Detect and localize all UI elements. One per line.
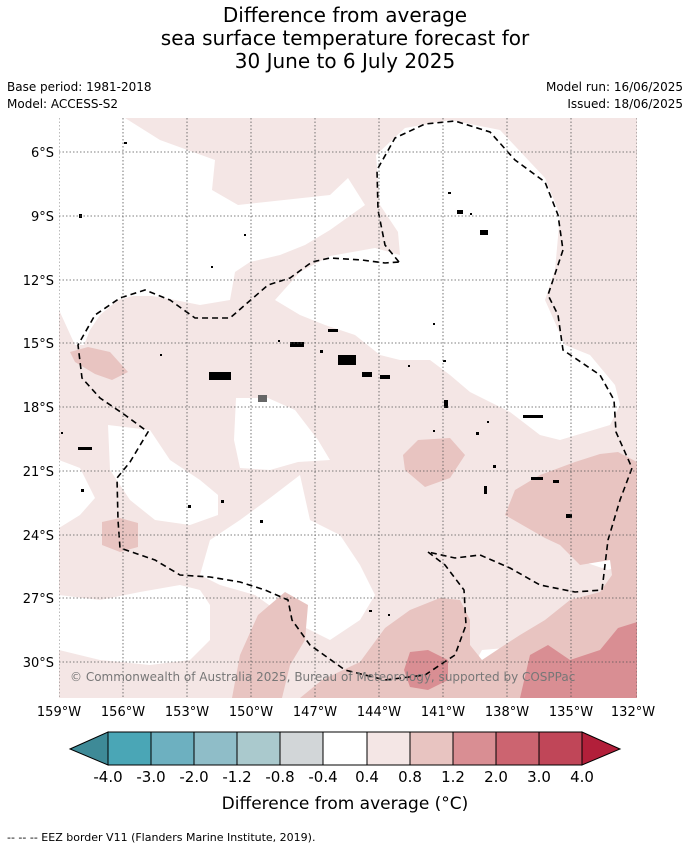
colorbar-low-extension xyxy=(68,731,109,766)
lon-tick-label: 153°W xyxy=(165,705,209,720)
colorbar-segment xyxy=(538,731,583,766)
island-markers xyxy=(61,142,572,616)
lat-tick-label: 6°S xyxy=(31,146,54,161)
lat-tick-label: 12°S xyxy=(23,274,54,289)
lat-tick-label: 9°S xyxy=(31,210,54,225)
title-line-3: 30 June to 6 July 2025 xyxy=(234,49,456,73)
colorbar-tick-label: 2.0 xyxy=(484,768,508,786)
colorbar-high-extension xyxy=(581,731,622,766)
colorbar-tick-label: 0.8 xyxy=(398,768,422,786)
anomaly-region-south-spot xyxy=(404,650,448,690)
base-period-label: Base period: 1981-2018 xyxy=(7,80,152,94)
graticule xyxy=(59,118,637,698)
lat-tick-label: 15°S xyxy=(23,337,54,352)
anomaly-region-southeast xyxy=(300,452,637,698)
anomaly-region-se-warm xyxy=(520,622,637,698)
neutral-region-nw xyxy=(59,118,365,345)
colorbar-segment xyxy=(409,731,454,766)
neutral-region-west-2 xyxy=(108,425,218,525)
lat-tick-label: 21°S xyxy=(23,465,54,480)
colorbar-tick-label: -1.2 xyxy=(222,768,251,786)
lat-tick-label: 30°S xyxy=(23,656,54,671)
colorbar-tick-label: -4.0 xyxy=(93,768,122,786)
copyright-notice: © Commonwealth of Australia 2025, Bureau… xyxy=(70,670,575,684)
colorbar-tick-label: -0.8 xyxy=(265,768,294,786)
issued-label: Issued: 18/06/2025 xyxy=(567,97,683,111)
colorbar-tick-label: -2.0 xyxy=(179,768,208,786)
lat-tick-label: 18°S xyxy=(23,401,54,416)
colorbar-segment xyxy=(107,731,152,766)
colorbar-title: Difference from average (°C) xyxy=(221,794,469,814)
lon-tick-label: 147°W xyxy=(293,705,337,720)
neutral-region-nw-corner xyxy=(59,118,125,160)
colorbar-segment xyxy=(452,731,497,766)
colorbar-tick-label: 4.0 xyxy=(570,768,594,786)
colorbar-tick-label: 3.0 xyxy=(527,768,551,786)
colorbar-segment xyxy=(495,731,540,766)
colorbar-tick-label: -0.4 xyxy=(308,768,337,786)
colorbar-tick-label: 1.2 xyxy=(441,768,465,786)
colorbar-segment xyxy=(279,731,324,766)
neutral-region-central xyxy=(234,398,330,470)
neutral-region-south-central xyxy=(200,475,375,640)
colorbar-segment xyxy=(193,731,238,766)
colorbar-segment xyxy=(236,731,281,766)
lat-tick-label: 24°S xyxy=(23,529,54,544)
anomaly-region-east-central xyxy=(403,438,465,487)
colorbar xyxy=(68,731,622,766)
model-label: Model: ACCESS-S2 xyxy=(7,97,119,111)
lon-tick-label: 144°W xyxy=(357,705,401,720)
eez-borders xyxy=(77,120,633,681)
lon-tick-label: 150°W xyxy=(229,705,273,720)
colorbar-tick-label: 0.4 xyxy=(355,768,379,786)
colorbar-tick-label: -3.0 xyxy=(136,768,165,786)
neutral-region-sw xyxy=(59,585,210,665)
title-line-1: Difference from average xyxy=(222,3,468,27)
lon-tick-label: 141°W xyxy=(421,705,465,720)
lon-tick-label: 132°W xyxy=(611,705,655,720)
lon-tick-label: 159°W xyxy=(37,705,81,720)
neutral-region-west-1 xyxy=(59,460,95,528)
title-line-2: sea surface temperature forecast for xyxy=(160,26,530,50)
colorbar-segment xyxy=(150,731,195,766)
lon-tick-label: 135°W xyxy=(549,705,593,720)
model-run-label: Model run: 16/06/2025 xyxy=(545,80,683,94)
eez-footnote: -- -- -- EEZ border V11 (Flanders Marine… xyxy=(7,831,316,844)
lat-tick-label: 27°S xyxy=(23,592,54,607)
lon-tick-label: 138°W xyxy=(485,705,529,720)
colorbar-segment xyxy=(366,731,411,766)
lon-tick-label: 156°W xyxy=(101,705,145,720)
colorbar-segment xyxy=(322,731,368,766)
anomaly-region-west xyxy=(70,347,128,380)
